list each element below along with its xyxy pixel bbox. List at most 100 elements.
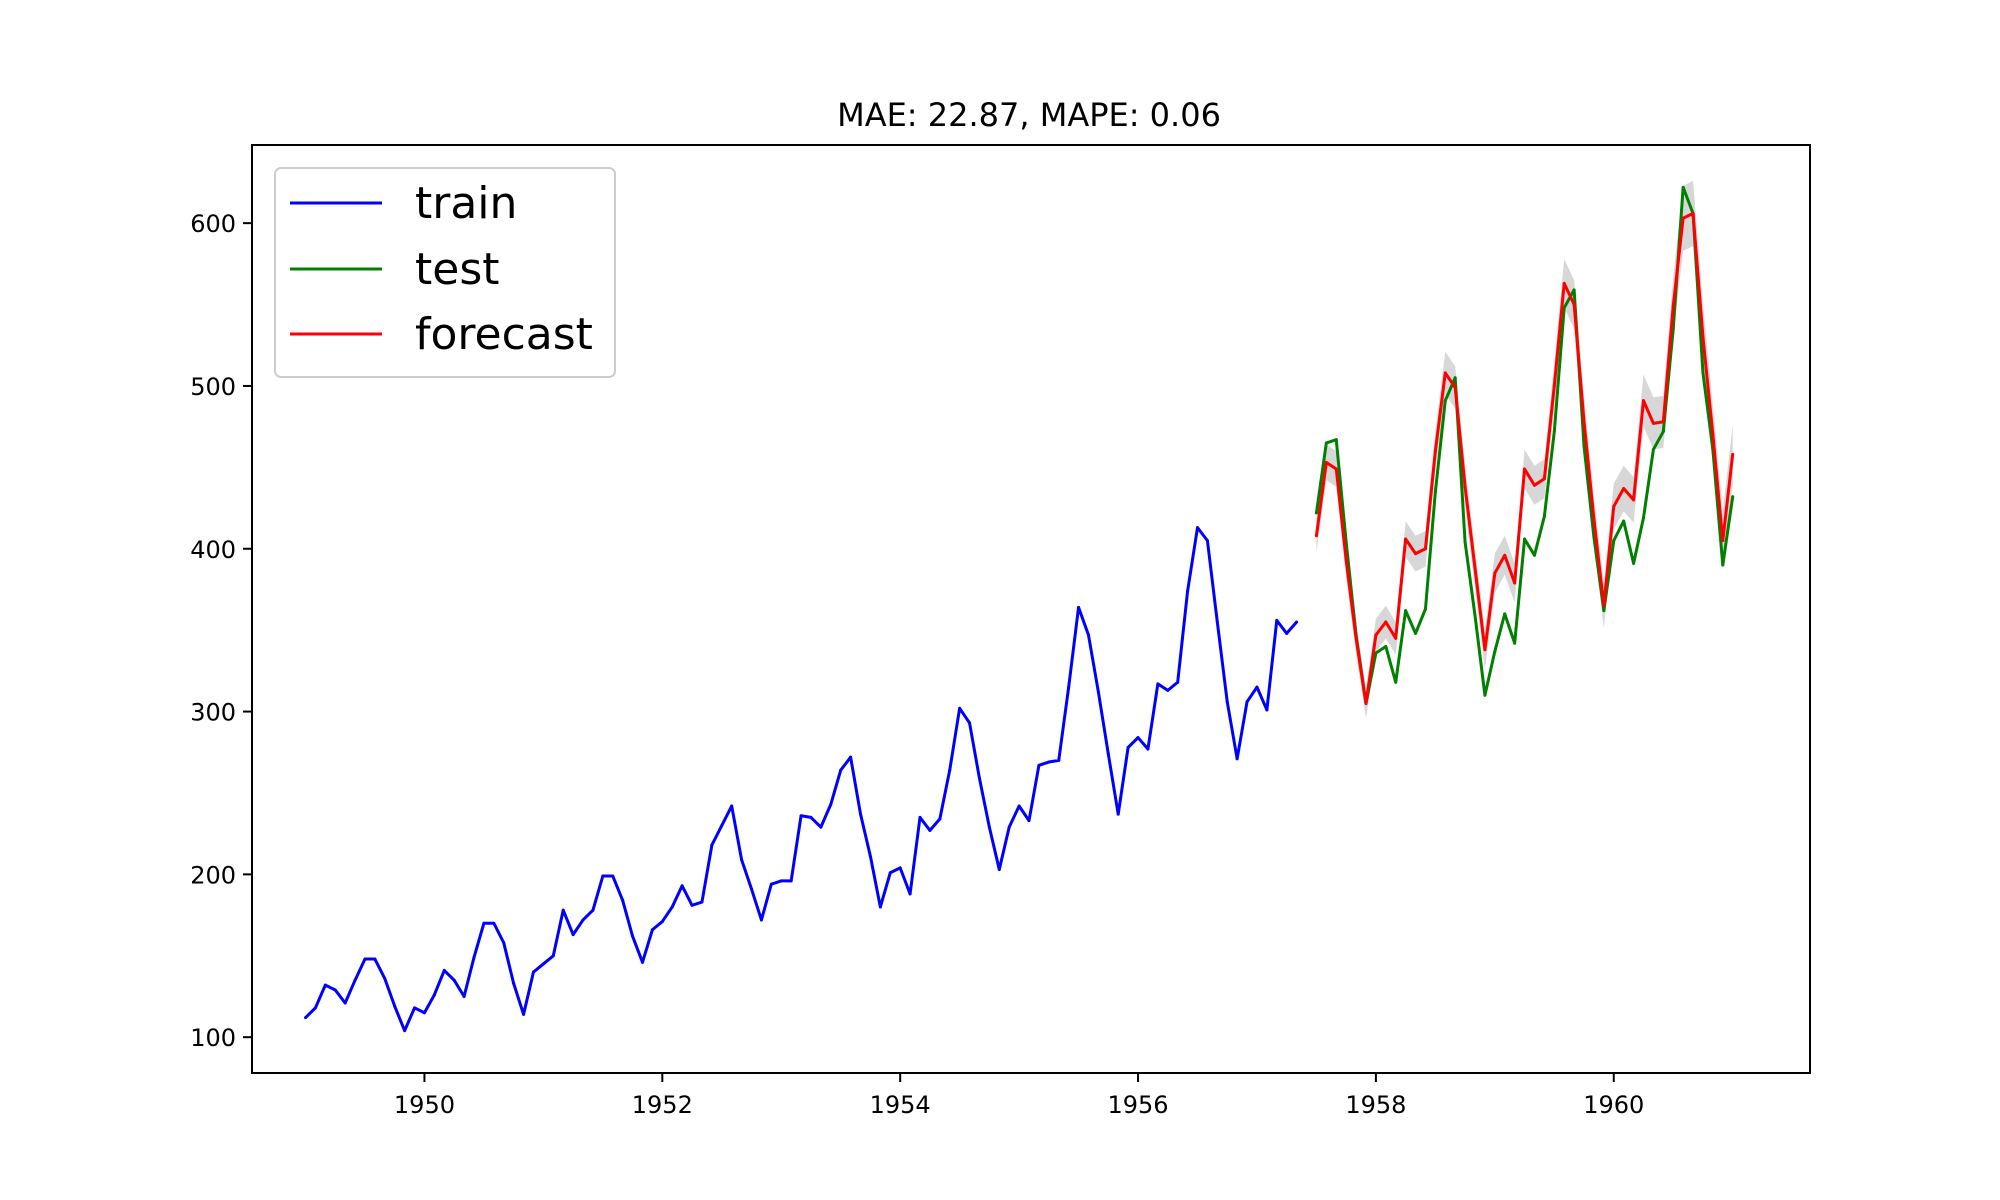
- data-point-train: [432, 993, 436, 997]
- data-point-train: [1126, 745, 1130, 749]
- data-point-train: [462, 994, 466, 998]
- data-point-train: [571, 933, 575, 937]
- data-point-train: [670, 905, 674, 909]
- data-point-train: [1205, 539, 1209, 543]
- data-point-train: [472, 955, 476, 959]
- data-point-forecast: [1612, 504, 1616, 508]
- data-point-test: [1433, 490, 1437, 494]
- data-point-train: [531, 970, 535, 974]
- data-point-train: [1156, 682, 1160, 686]
- data-point-train: [1007, 825, 1011, 829]
- data-point-train: [383, 977, 387, 981]
- data-point-test: [1681, 185, 1685, 189]
- data-point-train: [1225, 700, 1229, 704]
- data-point-forecast: [1632, 498, 1636, 502]
- data-point-forecast: [1731, 452, 1735, 456]
- legend-label-forecast: forecast: [415, 309, 593, 360]
- data-point-train: [938, 817, 942, 821]
- data-point-forecast: [1433, 449, 1437, 453]
- data-point-forecast: [1681, 216, 1685, 220]
- data-point-train: [809, 815, 813, 819]
- legend: train test forecast: [274, 167, 616, 378]
- data-point-train: [1166, 688, 1170, 692]
- data-point-train: [878, 905, 882, 909]
- data-point-forecast: [1404, 537, 1408, 541]
- data-point-train: [561, 908, 565, 912]
- data-point-train: [323, 983, 327, 987]
- data-point-test: [1503, 612, 1507, 616]
- forecast-confidence-band-layer: [1316, 180, 1733, 719]
- data-point-forecast: [1314, 534, 1318, 538]
- data-point-train: [789, 879, 793, 883]
- data-point-train: [710, 843, 714, 847]
- data-point-train: [730, 804, 734, 808]
- plot-area: [304, 180, 1735, 1033]
- data-point-train: [551, 954, 555, 958]
- data-point-forecast: [1364, 701, 1368, 705]
- data-point-train: [343, 1001, 347, 1005]
- data-point-forecast: [1701, 335, 1705, 339]
- legend-label-train: train: [415, 178, 517, 229]
- data-point-train: [759, 918, 763, 922]
- data-point-train: [1037, 763, 1041, 767]
- data-point-train: [353, 978, 357, 982]
- data-point-train: [333, 988, 337, 992]
- data-point-test: [1443, 399, 1447, 403]
- data-point-forecast: [1463, 485, 1467, 489]
- data-point-train: [522, 1012, 526, 1016]
- data-point-train: [948, 768, 952, 772]
- data-point-train: [819, 825, 823, 829]
- data-point-test: [1314, 511, 1318, 515]
- data-point-forecast: [1711, 433, 1715, 437]
- data-point-train: [422, 1011, 426, 1015]
- data-point-train: [413, 1006, 417, 1010]
- data-point-train: [690, 903, 694, 907]
- data-point-test: [1661, 430, 1665, 434]
- data-point-train: [1067, 685, 1071, 689]
- data-point-train: [1265, 708, 1269, 712]
- data-point-train: [1047, 760, 1051, 764]
- data-point-train: [720, 824, 724, 828]
- series-points-train: [304, 526, 1299, 1033]
- data-point-test: [1612, 539, 1616, 543]
- data-point-train: [1196, 526, 1199, 530]
- series-layer: [304, 185, 1735, 1033]
- data-point-train: [482, 921, 486, 925]
- data-point-train: [492, 921, 496, 925]
- y-tick-label: 400: [190, 536, 236, 564]
- data-point-train: [958, 706, 962, 710]
- data-point-forecast: [1394, 636, 1398, 640]
- data-point-train: [393, 1004, 397, 1008]
- data-point-forecast: [1592, 517, 1596, 521]
- data-point-train: [1235, 757, 1239, 761]
- data-point-test: [1731, 495, 1735, 499]
- x-tick-label: 1960: [1583, 1091, 1644, 1119]
- data-point-train: [859, 812, 863, 816]
- data-point-train: [1136, 736, 1140, 740]
- x-tick-label: 1954: [870, 1091, 931, 1119]
- data-point-train: [581, 918, 585, 922]
- data-point-forecast: [1542, 477, 1546, 481]
- x-tick-label: 1956: [1107, 1091, 1168, 1119]
- data-point-test: [1572, 288, 1576, 292]
- y-tick-label: 300: [190, 699, 236, 727]
- data-point-forecast: [1493, 571, 1497, 575]
- data-point-test: [1602, 609, 1606, 613]
- data-point-train: [839, 768, 843, 772]
- data-point-forecast: [1423, 547, 1427, 551]
- data-point-test: [1532, 553, 1536, 557]
- data-point-train: [640, 960, 644, 964]
- data-point-train: [968, 721, 972, 725]
- data-point-test: [1582, 444, 1586, 448]
- x-axis: 1950 1952 1954 1956 1958 1960: [394, 1073, 1644, 1119]
- data-point-train: [403, 1029, 407, 1033]
- data-point-forecast: [1513, 581, 1517, 585]
- data-point-test: [1394, 680, 1398, 684]
- plot-frame: [251, 144, 1811, 1074]
- data-point-forecast: [1562, 281, 1566, 285]
- data-point-train: [888, 871, 892, 875]
- data-point-train: [1295, 620, 1299, 624]
- y-tick-label: 100: [190, 1024, 236, 1052]
- data-point-test: [1374, 651, 1378, 655]
- data-point-forecast: [1572, 303, 1576, 307]
